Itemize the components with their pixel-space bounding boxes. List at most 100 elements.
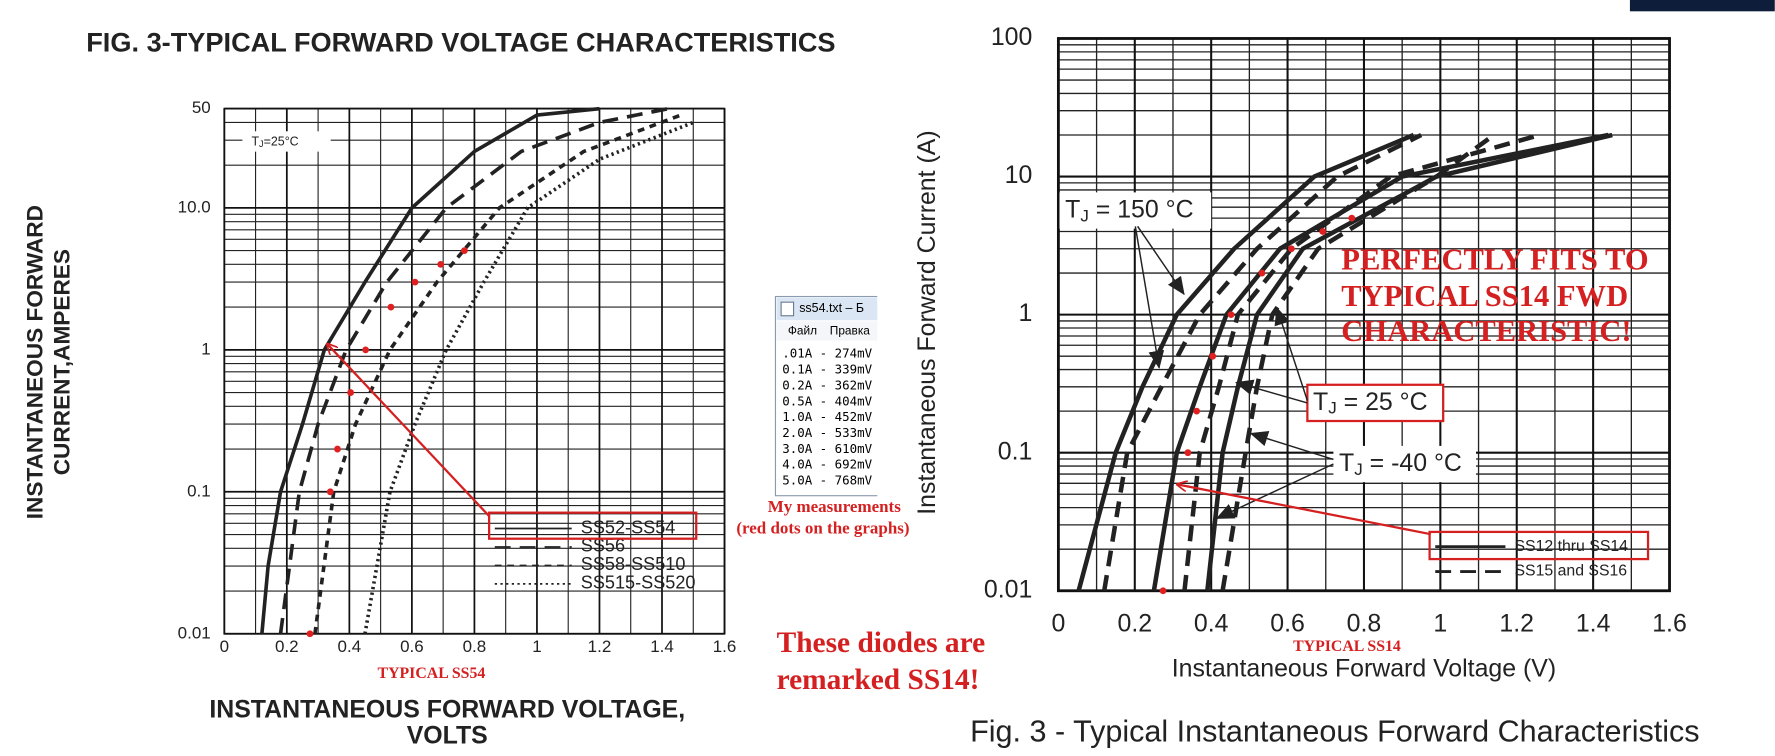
- tj-label: TJ = -40 °C: [1339, 449, 1462, 480]
- x-tick-label: 1: [1433, 609, 1447, 637]
- right-annotations: TJ = 150 °C TJ = 25 °C TJ = -40 °C: [1059, 192, 1650, 561]
- text-line: 3.0A - 610mV: [782, 441, 872, 456]
- measurement-dot: [1209, 352, 1217, 360]
- legend-label: SS15 and SS16: [1514, 563, 1627, 580]
- x-tick-label: 1.2: [588, 637, 612, 656]
- y-tick-label: 10: [1005, 161, 1033, 189]
- y-tick-label: 50: [192, 98, 211, 117]
- measurement-dot: [437, 260, 445, 268]
- label-sub: J: [1328, 399, 1336, 418]
- text-line: 4.0A - 692mV: [782, 457, 872, 472]
- plot-border: [223, 107, 726, 635]
- series-line: [363, 120, 694, 635]
- app-icon: [780, 301, 795, 317]
- legend-label: SS515-SS520: [581, 573, 696, 593]
- y-tick-label: 0.01: [984, 575, 1032, 603]
- x-tick-label: 0.6: [1270, 609, 1305, 637]
- x-tick-label: 1.4: [1576, 609, 1611, 637]
- series-curve: [1101, 132, 1423, 592]
- label-box: [242, 131, 331, 152]
- label-part: T: [251, 135, 259, 149]
- x-tick-label: 1.4: [650, 637, 674, 656]
- note: TYPICAL SS14 FWD: [1341, 279, 1628, 313]
- x-tick-label: 0.8: [463, 637, 487, 656]
- highlight-box: [487, 511, 698, 540]
- y-axis-label: CURRENT,AMPERES: [50, 249, 75, 475]
- y-tick-label: 1: [1019, 299, 1033, 327]
- menu-item[interactable]: Файл: [788, 324, 817, 338]
- measurement-dot: [1319, 228, 1327, 235]
- chart-title: FIG. 3-TYPICAL FORWARD VOLTAGE CHARACTER…: [86, 26, 835, 57]
- note: CHARACTERISTIC!: [1341, 314, 1631, 348]
- y-tick-label: 0.1: [998, 437, 1033, 465]
- measurement-dot: [326, 488, 334, 496]
- window-title[interactable]: ss54.txt – Б: [799, 301, 864, 315]
- measurement-dot: [387, 303, 395, 311]
- y-tick-label: 10.0: [178, 197, 211, 216]
- x-tick-label: 0: [1051, 609, 1065, 637]
- arrow: [1177, 484, 1431, 536]
- x-tick-label: 1.6: [713, 637, 737, 656]
- legend-label: SS58-SS510: [581, 554, 686, 574]
- measurement-dot: [362, 346, 370, 354]
- y-tick-label: 100: [991, 23, 1033, 51]
- legend: SS12 thru SS14 SS15 and SS16: [1435, 538, 1628, 580]
- note: TYPICAL SS14: [1293, 638, 1401, 655]
- tj-label: TJ=25°C: [251, 135, 298, 149]
- text-line: 0.5A - 404mV: [782, 393, 872, 408]
- x-tick-label: 0.4: [338, 637, 362, 656]
- text-line: 1.0A - 452mV: [782, 409, 872, 424]
- label-part: T: [1065, 195, 1080, 223]
- text-line: 2.0A - 533mV: [782, 425, 872, 440]
- label-sub: J: [259, 139, 264, 149]
- menu-item[interactable]: Правка: [830, 324, 871, 338]
- measurement-dot: [1287, 245, 1295, 253]
- left-annotations: TJ=25°C: [242, 131, 698, 540]
- x-tick-label: 1.6: [1652, 609, 1687, 637]
- label-part: = -40 °C: [1363, 449, 1462, 477]
- series-line: [313, 113, 682, 635]
- measurement-dot: [334, 445, 341, 453]
- arrow: [1249, 431, 1334, 461]
- highlight-box: [1428, 530, 1650, 561]
- measurement-dot: [1227, 311, 1235, 319]
- x-axis-label: INSTANTANEOUS FORWARD VOLTAGE,: [209, 695, 685, 723]
- label-part: = 150 °C: [1089, 195, 1194, 223]
- x-tick-label: 0.4: [1194, 609, 1229, 637]
- y-tick-label: 0.01: [178, 623, 211, 642]
- arrow: [1215, 463, 1334, 520]
- series-curve: [1076, 132, 1415, 592]
- arrow: [1234, 379, 1308, 404]
- notepad-window: ss54.txt – Б Файл Правка .01A - 274mV0.1…: [774, 295, 878, 497]
- legend-label: SS12 thru SS14: [1514, 538, 1628, 555]
- measurement-dot: [1159, 587, 1167, 595]
- text-line: 0.2A - 362mV: [782, 377, 872, 392]
- y-tick-label: 1: [201, 339, 210, 358]
- plot-border: [1056, 37, 1671, 593]
- arrow: [1274, 306, 1309, 401]
- x-tick-label: 0.2: [1117, 609, 1152, 637]
- measurement-dot: [411, 278, 419, 286]
- note: TYPICAL SS54: [378, 665, 486, 682]
- text-line: 5.0A - 768mV: [782, 472, 872, 487]
- arrow: [1134, 226, 1165, 369]
- arrow: [327, 344, 490, 517]
- y-tick-label: 0.1: [187, 481, 211, 500]
- x-axis-label: Instantaneous Forward Voltage (V): [1172, 655, 1556, 683]
- measurement-dot: [461, 247, 468, 255]
- note: remarked SS14!: [777, 664, 980, 696]
- series-curve: [1220, 133, 1496, 592]
- title-bar: [776, 297, 878, 321]
- label-sub: J: [1080, 207, 1088, 226]
- legend-label: SS56: [581, 536, 625, 556]
- label-box: [1333, 445, 1477, 483]
- measurement-dot: [1258, 269, 1266, 277]
- x-tick-label: 0.6: [400, 637, 424, 656]
- chart: 0.01 0.1 1 10.0 50 0 0.2 0.4 0.6 0.8 1 1.2 1.4 1.6 SS5…: [22, 26, 835, 749]
- measurement-dot: [1193, 407, 1201, 415]
- x-tick-label: 1.2: [1499, 609, 1534, 637]
- label-sub: J: [1354, 460, 1362, 479]
- x-tick-label: 1: [532, 637, 541, 656]
